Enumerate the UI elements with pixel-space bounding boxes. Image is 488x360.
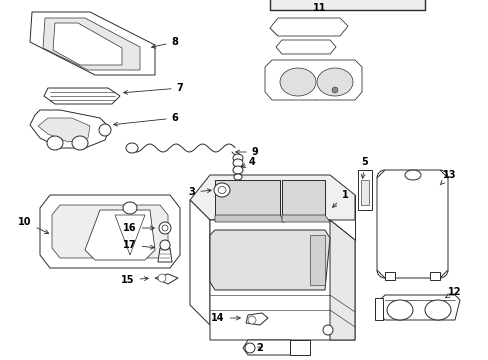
Text: 17: 17 <box>123 240 154 250</box>
Text: 7: 7 <box>123 83 183 94</box>
Text: 1: 1 <box>332 190 347 207</box>
Ellipse shape <box>218 186 225 194</box>
Text: 2: 2 <box>256 343 263 353</box>
Ellipse shape <box>126 143 138 153</box>
Polygon shape <box>52 205 168 258</box>
Text: 14: 14 <box>211 313 240 323</box>
Ellipse shape <box>72 136 88 150</box>
Text: 11: 11 <box>313 3 326 13</box>
Polygon shape <box>384 272 394 280</box>
Polygon shape <box>115 215 145 255</box>
Text: 8: 8 <box>151 37 178 48</box>
Ellipse shape <box>404 170 420 180</box>
Polygon shape <box>190 175 354 220</box>
Polygon shape <box>376 170 447 278</box>
Polygon shape <box>30 12 155 75</box>
Polygon shape <box>215 215 285 222</box>
Bar <box>269 0 424 10</box>
Ellipse shape <box>162 225 168 231</box>
Polygon shape <box>44 88 120 104</box>
Polygon shape <box>155 274 178 284</box>
Ellipse shape <box>123 202 137 214</box>
Ellipse shape <box>47 136 63 150</box>
Polygon shape <box>275 40 335 54</box>
Polygon shape <box>243 340 294 355</box>
Polygon shape <box>357 170 371 210</box>
Polygon shape <box>360 180 368 205</box>
Polygon shape <box>30 110 110 148</box>
Ellipse shape <box>232 154 243 162</box>
Polygon shape <box>282 180 325 215</box>
Text: 15: 15 <box>121 275 148 285</box>
Ellipse shape <box>386 300 412 320</box>
Ellipse shape <box>158 274 165 282</box>
Polygon shape <box>429 272 439 280</box>
Text: 12: 12 <box>445 287 461 298</box>
Ellipse shape <box>280 68 315 96</box>
Text: 6: 6 <box>113 113 178 126</box>
Polygon shape <box>209 230 329 290</box>
Ellipse shape <box>331 87 337 93</box>
Polygon shape <box>269 18 347 36</box>
Polygon shape <box>53 23 122 65</box>
Text: 13: 13 <box>439 170 456 185</box>
Polygon shape <box>374 298 382 320</box>
Polygon shape <box>158 248 172 262</box>
Polygon shape <box>215 180 280 215</box>
Polygon shape <box>85 210 155 260</box>
Ellipse shape <box>232 166 243 174</box>
Text: 10: 10 <box>18 217 49 233</box>
Polygon shape <box>379 295 459 320</box>
Ellipse shape <box>214 183 229 197</box>
Polygon shape <box>329 220 354 340</box>
Polygon shape <box>264 60 361 100</box>
Ellipse shape <box>234 174 242 180</box>
Ellipse shape <box>316 68 352 96</box>
Text: 16: 16 <box>123 223 154 233</box>
Ellipse shape <box>244 343 254 353</box>
Ellipse shape <box>160 240 170 250</box>
Ellipse shape <box>247 316 256 324</box>
Text: 9: 9 <box>235 147 258 157</box>
Polygon shape <box>289 340 309 355</box>
Polygon shape <box>190 200 209 325</box>
Ellipse shape <box>159 222 171 234</box>
Polygon shape <box>245 313 267 325</box>
Polygon shape <box>38 118 90 142</box>
Text: 4: 4 <box>248 157 255 167</box>
Text: 5: 5 <box>361 157 367 178</box>
Polygon shape <box>40 195 180 268</box>
Text: 3: 3 <box>188 187 211 197</box>
Polygon shape <box>43 18 140 70</box>
Ellipse shape <box>323 325 332 335</box>
Ellipse shape <box>232 159 243 167</box>
Polygon shape <box>209 220 354 340</box>
Polygon shape <box>214 183 229 197</box>
Polygon shape <box>309 235 325 285</box>
Ellipse shape <box>424 300 450 320</box>
Ellipse shape <box>99 124 111 136</box>
Polygon shape <box>282 215 329 222</box>
